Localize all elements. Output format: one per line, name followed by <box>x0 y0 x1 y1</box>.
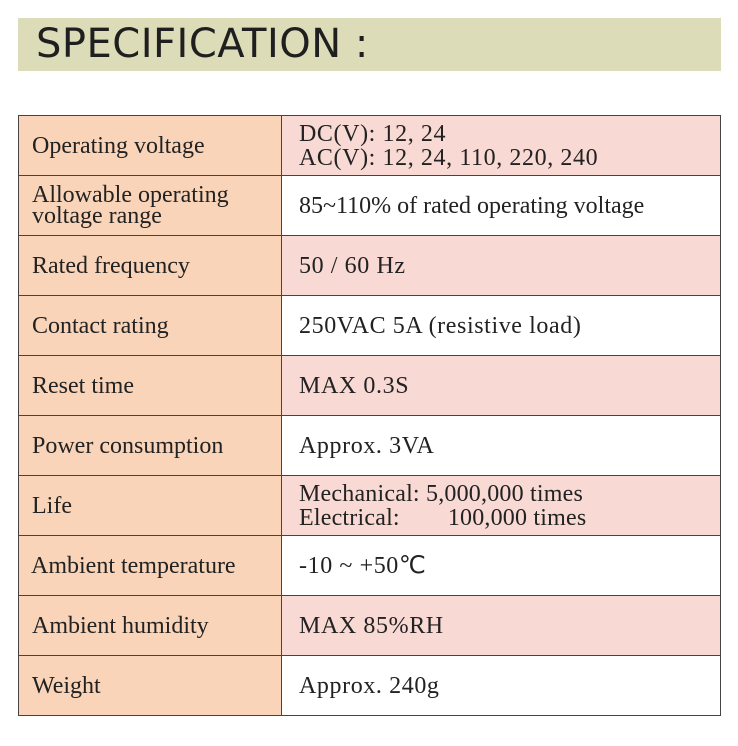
spec-value-ambient-humidity: MAX 85%RH <box>281 595 721 656</box>
table-row: Reset time MAX 0.3S <box>18 355 721 416</box>
table-row: Power consumption Approx. 3VA <box>18 415 721 476</box>
spec-label-allowable-voltage-range: Allowable operating voltage range <box>18 175 282 236</box>
spec-value-life: Mechanical: 5,000,000 times Electrical: 1… <box>281 475 721 536</box>
spec-value-rated-frequency: 50 / 60 Hz <box>281 235 721 296</box>
table-row: Operating voltage DC(V): 12, 24 AC(V): 1… <box>18 115 721 176</box>
spec-label-contact-rating: Contact rating <box>18 295 282 356</box>
page-title: SPECIFICATION : <box>36 21 369 67</box>
spec-label-line: voltage range <box>32 203 162 229</box>
table-row: Rated frequency 50 / 60 Hz <box>18 235 721 296</box>
table-row: Contact rating 250VAC 5A (resistive load… <box>18 295 721 356</box>
spec-label-ambient-humidity: Ambient humidity <box>18 595 282 656</box>
title-band: SPECIFICATION : <box>18 18 721 71</box>
spec-value-line: AC(V): 12, 24, 110, 220, 240 <box>299 144 599 171</box>
spec-value-contact-rating: 250VAC 5A (resistive load) <box>281 295 721 356</box>
spec-value-line: Electrical: 100,000 times <box>299 506 720 530</box>
table-row: Weight Approx. 240g <box>18 655 721 716</box>
table-row: Life Mechanical: 5,000,000 times Electri… <box>18 475 721 536</box>
table-row: Ambient humidity MAX 85%RH <box>18 595 721 656</box>
spec-value-operating-voltage: DC(V): 12, 24 AC(V): 12, 24, 110, 220, 2… <box>281 115 721 176</box>
spec-label-line: Allowable operating <box>32 182 229 208</box>
spec-label-operating-voltage: Operating voltage <box>18 115 282 176</box>
spec-value-allowable-voltage-range: 85~110% of rated operating voltage <box>281 175 721 236</box>
spec-value-fragment: 100,000 times <box>447 504 587 531</box>
spec-value-line: DC(V): 12, 24 <box>299 120 447 147</box>
specification-table: Operating voltage DC(V): 12, 24 AC(V): 1… <box>18 115 721 716</box>
spec-value-reset-time: MAX 0.3S <box>281 355 721 416</box>
table-row: Allowable operating voltage range 85~110… <box>18 175 721 236</box>
spec-label-weight: Weight <box>18 655 282 716</box>
spec-label-rated-frequency: Rated frequency <box>18 235 282 296</box>
spec-value-line: Mechanical: 5,000,000 times <box>299 480 584 507</box>
spec-label-reset-time: Reset time <box>18 355 282 416</box>
spec-label-ambient-temperature: Ambient temperature <box>18 535 282 596</box>
spec-value-ambient-temperature: -10 ~ +50℃ <box>281 535 721 596</box>
spec-value-fragment: Electrical: <box>299 504 400 531</box>
spec-value-weight: Approx. 240g <box>281 655 721 716</box>
table-row: Ambient temperature -10 ~ +50℃ <box>18 535 721 596</box>
spec-label-power-consumption: Power consumption <box>18 415 282 476</box>
spec-value-power-consumption: Approx. 3VA <box>281 415 721 476</box>
spec-label-life: Life <box>18 475 282 536</box>
